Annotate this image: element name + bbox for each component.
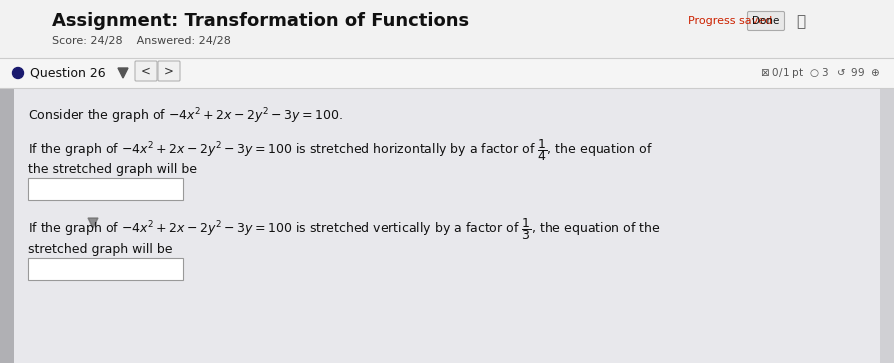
FancyBboxPatch shape bbox=[747, 12, 785, 30]
Text: stretched graph will be: stretched graph will be bbox=[28, 243, 173, 256]
Text: <: < bbox=[141, 65, 151, 77]
Text: >: > bbox=[164, 65, 174, 77]
Text: the stretched graph will be: the stretched graph will be bbox=[28, 163, 197, 176]
Circle shape bbox=[13, 68, 23, 78]
Text: Progress saved: Progress saved bbox=[688, 16, 772, 26]
Bar bbox=[0, 0, 894, 58]
Polygon shape bbox=[118, 68, 128, 78]
FancyBboxPatch shape bbox=[28, 258, 183, 280]
FancyBboxPatch shape bbox=[135, 61, 157, 81]
Text: $\boxtimes$ 0/1 pt  $\bigcirc$ 3  $\circlearrowleft$ 99  $\oplus$: $\boxtimes$ 0/1 pt $\bigcirc$ 3 $\circle… bbox=[760, 66, 880, 80]
Text: Score: 24/28    Answered: 24/28: Score: 24/28 Answered: 24/28 bbox=[52, 36, 231, 46]
Text: Done: Done bbox=[753, 16, 780, 26]
FancyBboxPatch shape bbox=[158, 61, 180, 81]
Text: If the graph of $-4x^2 + 2x - 2y^2 - 3y = 100$ is stretched horizontally by a fa: If the graph of $-4x^2 + 2x - 2y^2 - 3y … bbox=[28, 137, 653, 163]
Text: Assignment: Transformation of Functions: Assignment: Transformation of Functions bbox=[52, 12, 469, 30]
Bar bbox=[0, 58, 894, 88]
Bar bbox=[0, 88, 894, 363]
Text: If the graph of $-4x^2 + 2x - 2y^2 - 3y = 100$ is stretched vertically by a fact: If the graph of $-4x^2 + 2x - 2y^2 - 3y … bbox=[28, 216, 661, 242]
Bar bbox=[0, 88, 14, 363]
Text: Consider the graph of $-4x^2 + 2x - 2y^2 - 3y = 100$.: Consider the graph of $-4x^2 + 2x - 2y^2… bbox=[28, 106, 342, 126]
Text: ⎙: ⎙ bbox=[796, 14, 805, 29]
FancyBboxPatch shape bbox=[28, 178, 183, 200]
Text: Question 26: Question 26 bbox=[30, 66, 105, 79]
Bar bbox=[14, 88, 880, 363]
Polygon shape bbox=[88, 218, 98, 228]
